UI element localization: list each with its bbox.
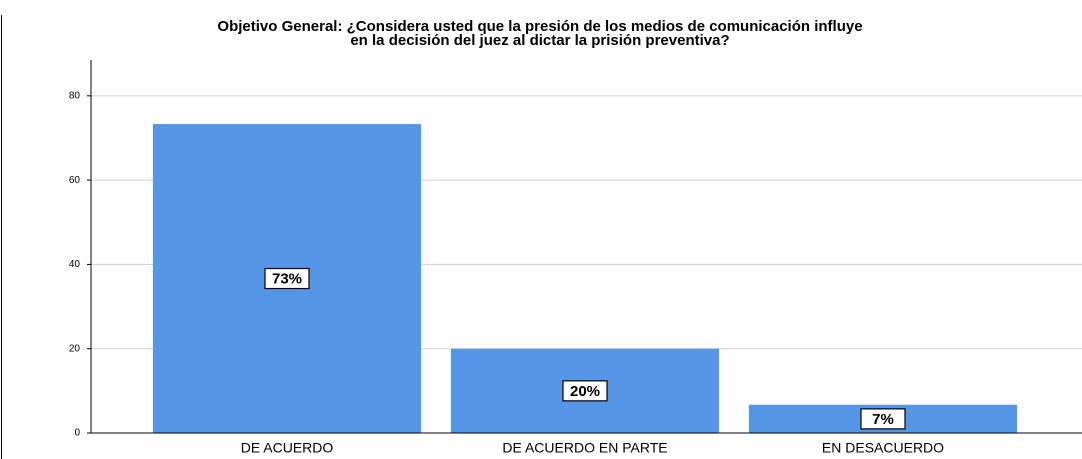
data-label-box xyxy=(264,267,310,290)
y-tick-label: 20 xyxy=(69,343,81,354)
y-tick-label: 80 xyxy=(69,90,81,101)
y-tick-label: 40 xyxy=(69,259,81,270)
x-tick-label: DE ACUERDO EN PARTE xyxy=(502,440,667,456)
chart-title: en la decisión del juez al dictar la pri… xyxy=(350,32,729,49)
y-tick-label: 60 xyxy=(69,175,81,186)
y-tick-label: 0 xyxy=(74,428,80,439)
data-label: 73% xyxy=(272,271,302,288)
data-label: 20% xyxy=(570,383,600,400)
x-tick-label: EN DESACUERDO xyxy=(822,440,944,456)
data-label-box xyxy=(562,380,608,402)
chart-title: Objetivo General: ¿Considera usted que l… xyxy=(217,18,862,35)
data-label: 7% xyxy=(872,411,894,428)
x-tick-label: DE ACUERDO xyxy=(241,440,334,456)
data-label-box xyxy=(860,408,906,430)
